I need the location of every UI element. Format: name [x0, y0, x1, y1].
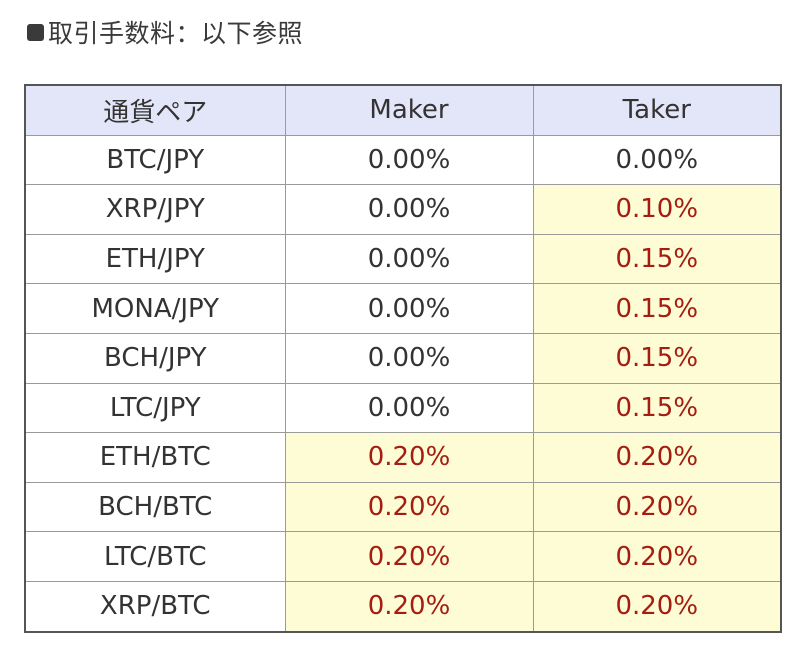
table-row: ETH/JPY 0.00% 0.15%: [24, 233, 782, 285]
fee-table-header-row: 通貨ペア Maker Taker: [24, 84, 782, 136]
maker-fee-cell: 0.20%: [284, 481, 534, 533]
header-taker: Taker: [532, 84, 782, 136]
currency-pair-cell: BCH/BTC: [24, 481, 286, 533]
maker-fee-cell: 0.00%: [284, 134, 534, 186]
currency-pair-cell: LTC/JPY: [24, 382, 286, 434]
currency-pair-cell: MONA/JPY: [24, 283, 286, 334]
taker-fee-cell: 0.20%: [532, 432, 782, 483]
table-row: XRP/BTC 0.20% 0.20%: [24, 580, 782, 633]
taker-fee-cell: 0.20%: [532, 531, 782, 582]
taker-fee-cell: 0.15%: [532, 233, 782, 285]
maker-fee-cell: 0.00%: [284, 184, 534, 235]
taker-fee-cell: 0.20%: [532, 481, 782, 533]
taker-fee-cell: 0.15%: [532, 332, 782, 384]
currency-pair-cell: BTC/JPY: [24, 134, 286, 186]
maker-fee-cell: 0.20%: [284, 580, 534, 633]
section-heading-text: 取引手数料：以下参照: [48, 19, 304, 48]
fee-table: 通貨ペア Maker Taker BTC/JPY 0.00% 0.00% XRP/JP…: [24, 84, 782, 633]
table-row: XRP/JPY 0.00% 0.10%: [24, 184, 782, 235]
maker-fee-cell: 0.20%: [284, 531, 534, 582]
taker-fee-cell: 0.15%: [532, 283, 782, 334]
taker-fee-cell: 0.00%: [532, 134, 782, 186]
maker-fee-cell: 0.20%: [284, 432, 534, 483]
header-maker: Maker: [284, 84, 534, 136]
taker-fee-cell: 0.15%: [532, 382, 782, 434]
maker-fee-cell: 0.00%: [284, 283, 534, 334]
table-row: BTC/JPY 0.00% 0.00%: [24, 134, 782, 186]
section-heading: 取引手数料：以下参照: [27, 12, 303, 52]
table-row: LTC/JPY 0.00% 0.15%: [24, 382, 782, 434]
black-square-icon: [27, 23, 44, 41]
currency-pair-cell: ETH/JPY: [24, 233, 286, 285]
table-row: MONA/JPY 0.00% 0.15%: [24, 283, 782, 334]
currency-pair-cell: XRP/JPY: [24, 184, 286, 235]
taker-fee-cell: 0.10%: [532, 184, 782, 235]
currency-pair-cell: ETH/BTC: [24, 432, 286, 483]
maker-fee-cell: 0.00%: [284, 332, 534, 384]
table-row: LTC/BTC 0.20% 0.20%: [24, 531, 782, 582]
currency-pair-cell: XRP/BTC: [24, 580, 286, 633]
currency-pair-cell: LTC/BTC: [24, 531, 286, 582]
maker-fee-cell: 0.00%: [284, 233, 534, 285]
table-row: ETH/BTC 0.20% 0.20%: [24, 432, 782, 483]
header-currency-pair: 通貨ペア: [24, 84, 286, 136]
fee-table-body: BTC/JPY 0.00% 0.00% XRP/JPY 0.00% 0.10% ETH/JP…: [24, 134, 782, 633]
taker-fee-cell: 0.20%: [532, 580, 782, 633]
currency-pair-cell: BCH/JPY: [24, 332, 286, 384]
table-row: BCH/JPY 0.00% 0.15%: [24, 332, 782, 384]
table-row: BCH/BTC 0.20% 0.20%: [24, 481, 782, 533]
maker-fee-cell: 0.00%: [284, 382, 534, 434]
